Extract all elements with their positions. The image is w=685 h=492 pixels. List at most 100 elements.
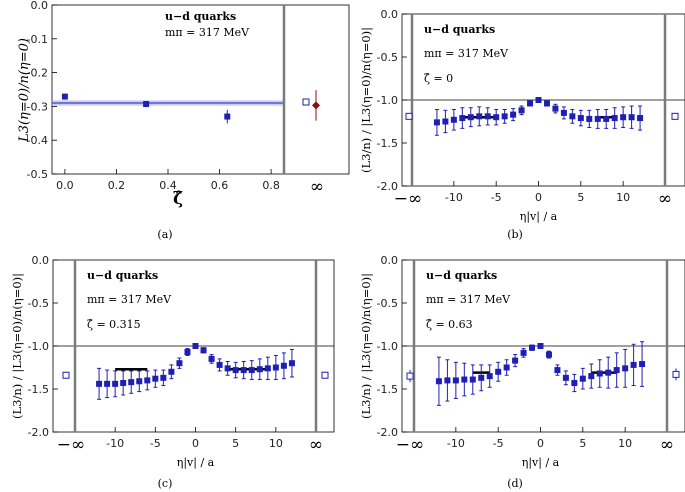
zeta-note: ζ̂ = 0.315 — [87, 318, 141, 331]
data-point — [112, 380, 119, 387]
data-point — [579, 375, 586, 382]
data-point — [176, 360, 183, 367]
data-point — [543, 100, 550, 107]
data-point — [510, 111, 517, 118]
data-point — [639, 361, 646, 368]
data-point — [611, 115, 618, 122]
data-point — [503, 364, 510, 371]
infinity-point-open — [671, 112, 679, 120]
infinity-point-diamond — [312, 101, 320, 110]
data-point — [554, 367, 561, 374]
panel-title: u−d quarks — [87, 269, 158, 282]
infinity-point-open — [321, 371, 329, 379]
data-point — [478, 374, 485, 381]
data-point — [603, 115, 610, 122]
data-point — [144, 377, 151, 384]
data-point — [552, 105, 559, 112]
data-point — [527, 100, 534, 107]
data-point — [529, 344, 536, 351]
panel-note: mπ = 317 MeV — [87, 293, 172, 306]
x-tick-label: -10 — [445, 191, 463, 204]
data-point — [442, 118, 449, 125]
x-axis-label: η|v| / a — [522, 456, 560, 470]
data-point — [469, 376, 476, 383]
data-point — [168, 368, 175, 375]
y-axis-label: (L3/n) / |L3(η=0)/n(η=0)| — [359, 27, 374, 173]
data-point — [512, 357, 519, 364]
data-point — [435, 378, 442, 385]
x-tick-label: -10 — [106, 437, 124, 450]
panel-caption: (b) — [507, 228, 523, 241]
panel-note: mπ = 317 MeV — [424, 47, 509, 60]
panel-caption: (d) — [507, 477, 523, 490]
panel-title: u−d quarks — [165, 10, 236, 23]
x-tick-label: -5 — [150, 437, 161, 450]
panel-title: u−d quarks — [424, 23, 495, 36]
x-axis-label: η|v| / a — [177, 456, 215, 470]
y-tick-label: -1.5 — [28, 383, 49, 396]
data-point — [433, 119, 440, 126]
data-point — [594, 115, 601, 122]
data-point — [459, 115, 466, 122]
x-tick-label: 5 — [579, 437, 586, 450]
data-point — [444, 377, 451, 384]
data-point — [630, 361, 637, 368]
data-point — [232, 367, 239, 374]
data-point — [200, 347, 207, 354]
data-point — [535, 97, 542, 103]
data-point — [288, 360, 295, 367]
panel-note: mπ = 317 MeV — [426, 293, 511, 306]
x-tick-label: 0.2 — [108, 179, 126, 192]
x-tick-label: -10 — [447, 437, 465, 450]
x-tick-label: 0.6 — [211, 179, 229, 192]
data-point — [272, 364, 279, 371]
data-point — [152, 375, 159, 382]
data-point — [571, 379, 578, 386]
zeta-note: ζ̂ = 0.63 — [426, 318, 473, 331]
data-point — [264, 365, 271, 372]
x-tick-label: 0 — [537, 437, 544, 450]
y-tick-label: -0.5 — [28, 297, 49, 310]
data-point — [486, 373, 493, 380]
data-point — [192, 343, 199, 349]
data-point — [184, 349, 191, 356]
data-point — [495, 368, 502, 375]
data-point — [240, 367, 247, 374]
y-tick-label: 0.0 — [32, 254, 50, 267]
y-tick-label: -2.0 — [377, 180, 398, 193]
data-point — [605, 369, 612, 376]
infinity-tick-label: ∞ — [658, 189, 672, 209]
neg-infinity-tick-label: −∞ — [396, 435, 424, 455]
data-point — [450, 116, 457, 123]
data-point — [143, 101, 150, 108]
panel-a: 0.0 -0.1 -0.2 -0.3 -0.4 -0.5 0.0 0.2 0.4 0.6 0.8 ∞ u… — [17, 0, 350, 209]
x-tick-label: 10 — [616, 191, 630, 204]
data-point — [256, 366, 263, 373]
data-point — [577, 115, 584, 122]
data-point — [569, 113, 576, 120]
data-point — [467, 114, 474, 121]
data-point — [493, 114, 500, 121]
data-point — [586, 115, 593, 122]
y-tick-label: 0.0 — [31, 0, 49, 12]
data-point — [484, 113, 491, 120]
x-tick-label: 0 — [535, 191, 542, 204]
data-point — [280, 362, 287, 369]
data-point — [461, 376, 468, 383]
data-point — [545, 351, 552, 358]
data-point — [622, 365, 629, 372]
panel-note: mπ = 317 MeV — [165, 26, 250, 39]
panel-c: 0.0 -0.5 -1.0 -1.5 -2.0 -10 -5 0 5 10 −∞ ∞ u−d quark… — [10, 254, 335, 470]
x-tick-label: 0.0 — [56, 179, 74, 192]
panel-caption: (c) — [158, 477, 173, 490]
data-point — [452, 377, 459, 384]
y-tick-label: 0.0 — [381, 8, 399, 21]
data-point — [104, 380, 111, 387]
y-tick-label: -0.5 — [377, 51, 398, 64]
infinity-point-open — [406, 372, 414, 380]
data-point — [637, 115, 644, 122]
infinity-point-open — [62, 371, 70, 379]
data-point — [224, 113, 231, 120]
y-tick-label: -1.5 — [377, 383, 398, 396]
y-tick-label: -1.0 — [377, 94, 398, 107]
